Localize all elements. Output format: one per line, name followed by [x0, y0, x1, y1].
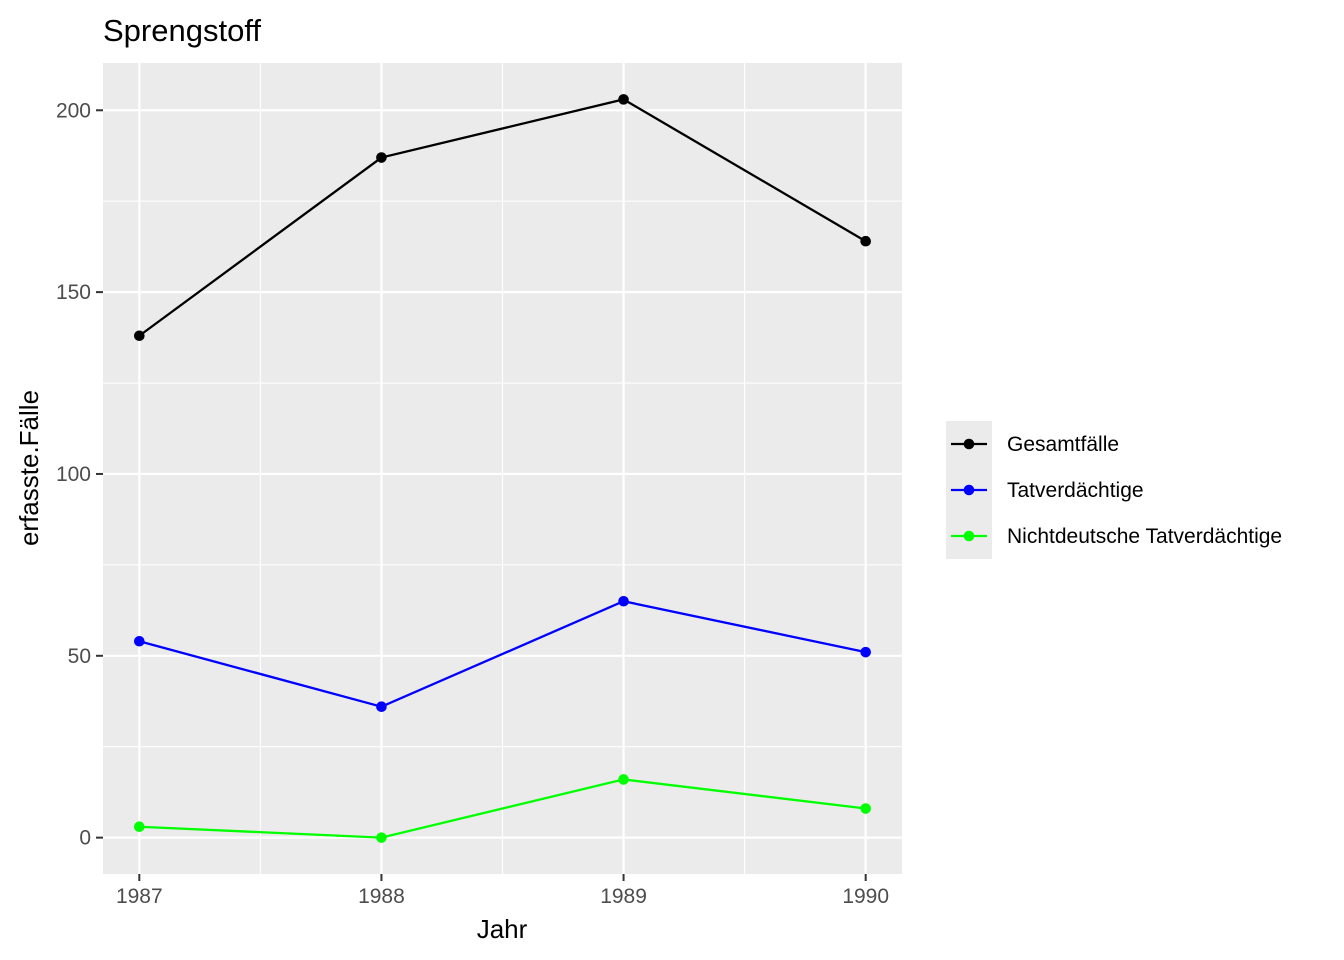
data-point [618, 595, 629, 607]
legend-label: Gesamtfälle [1007, 433, 1119, 456]
x-tick-label: 1987 [116, 885, 163, 908]
legend-key-point [963, 484, 975, 496]
legend-item: Nichtdeutsche Tatverdächtige [951, 525, 1282, 548]
series-3 [134, 774, 871, 843]
y-axis: 0 50 100 150 200 [56, 99, 103, 850]
data-point [618, 94, 629, 105]
y-axis-title: erfasste.Fälle [14, 390, 44, 546]
legend-key-point [963, 530, 975, 542]
data-point [134, 635, 145, 647]
y-tick-label: 100 [56, 463, 91, 486]
data-point [376, 701, 387, 713]
data-point [860, 646, 871, 658]
legend-item: Tatverdächtige [951, 479, 1144, 502]
data-point [376, 152, 387, 163]
x-tick-label: 1988 [358, 885, 405, 908]
data-point [618, 774, 629, 785]
chart-title: Sprengstoff [103, 13, 261, 48]
legend-key-point [963, 438, 975, 450]
y-tick-label: 200 [56, 99, 91, 122]
minor-gridlines [103, 63, 902, 874]
y-tick-label: 150 [56, 281, 91, 304]
data-point [134, 821, 145, 833]
x-tick-label: 1989 [600, 885, 647, 908]
data-point [860, 803, 871, 814]
x-axis: 1987 1988 1989 1990 [116, 874, 889, 908]
legend-item: Gesamtfälle [951, 433, 1119, 456]
series-2 [134, 595, 871, 713]
series-1 [134, 94, 871, 342]
series-line [139, 600, 866, 708]
data-point [376, 832, 387, 843]
series-layer [134, 94, 871, 843]
legend-label: Tatverdächtige [1007, 479, 1144, 502]
x-axis-title: Jahr [477, 914, 528, 944]
x-tick-label: 1990 [842, 885, 889, 908]
y-tick-label: 0 [79, 827, 91, 850]
data-point [134, 330, 145, 342]
y-tick-label: 50 [68, 645, 91, 668]
series-line [138, 98, 867, 337]
major-gridlines [103, 63, 902, 874]
series-line [139, 778, 866, 839]
legend: Gesamtfälle Tatverdächtige Nichtdeutsche T… [946, 421, 1282, 559]
legend-label: Nichtdeutsche Tatverdächtige [1007, 525, 1282, 548]
data-point [860, 235, 871, 247]
